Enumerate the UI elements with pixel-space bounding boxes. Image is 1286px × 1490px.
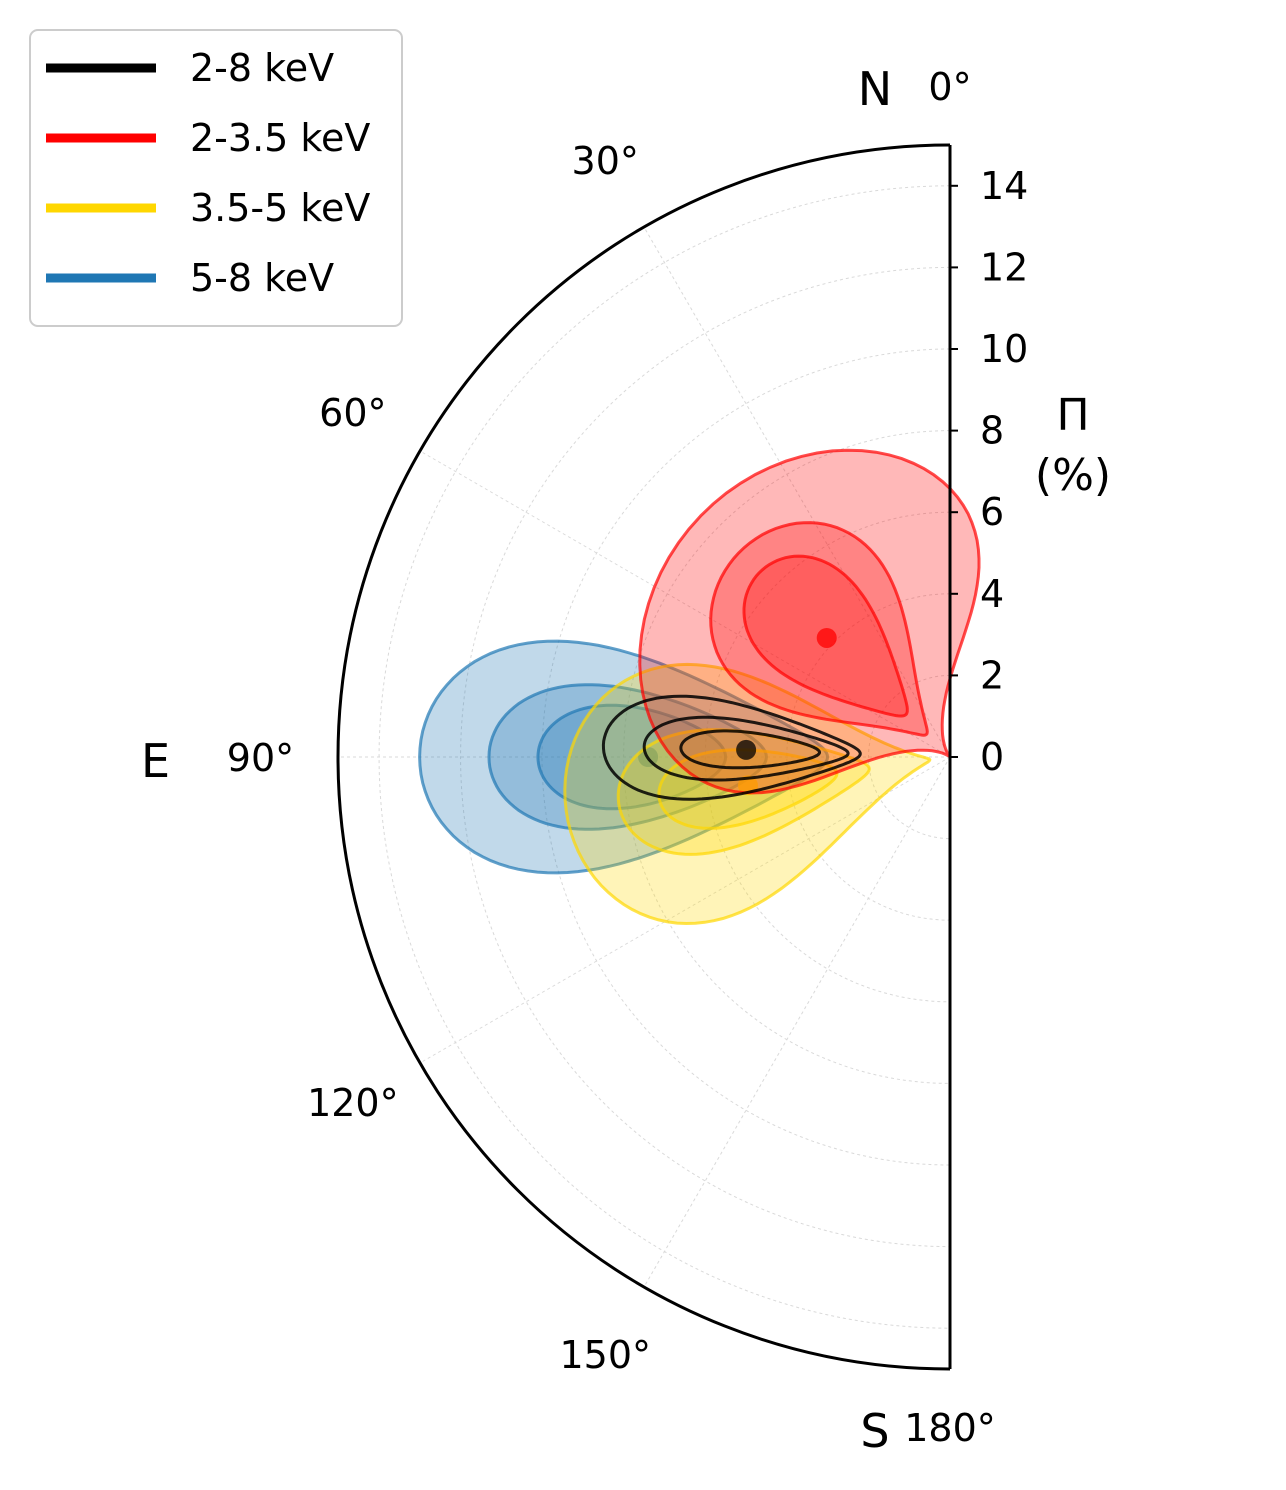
legend: 2-8 keV 2-3.5 keV 3.5-5 keV 5-8 keV bbox=[29, 29, 403, 327]
angle-tick-label: 30° bbox=[572, 139, 639, 183]
series-2-8-keV-contours bbox=[601, 694, 862, 801]
radial-gridline bbox=[704, 511, 951, 1003]
radial-tick-label: 4 bbox=[980, 572, 1004, 616]
compass-label: N bbox=[858, 62, 892, 116]
angular-gridline bbox=[643, 226, 951, 758]
angle-tick-label: 60° bbox=[319, 391, 386, 435]
compass-label: E bbox=[141, 734, 170, 788]
radial-tick-label: 8 bbox=[980, 409, 1004, 453]
radial-gridline bbox=[459, 266, 951, 1248]
angle-tick-label: 180° bbox=[904, 1406, 996, 1450]
angle-tick-label: 0° bbox=[928, 65, 971, 109]
radial-tick-label: 2 bbox=[980, 653, 1004, 697]
contour-level-1 bbox=[601, 694, 862, 801]
best-fit-point bbox=[816, 627, 837, 648]
radial-axis-label: Π bbox=[1056, 390, 1089, 441]
legend-entry: 2-8 keV bbox=[190, 46, 334, 90]
legend-entry: 3.5-5 keV bbox=[190, 186, 370, 230]
angular-gridline bbox=[643, 756, 951, 1288]
best-fit-point bbox=[736, 739, 757, 760]
radial-gridline bbox=[867, 674, 951, 840]
contour-level-1 bbox=[418, 639, 830, 875]
series-5-8-keV-contours bbox=[418, 639, 830, 875]
contour-layer bbox=[418, 448, 981, 926]
series-2-3-5-keV-contours bbox=[638, 448, 981, 795]
radial-tick-label: 6 bbox=[980, 490, 1004, 534]
angular-gridline bbox=[419, 756, 951, 1064]
radial-axis-label: (%) bbox=[1035, 450, 1111, 501]
angle-tick-label: 90° bbox=[227, 736, 294, 780]
radial-tick-label: 0 bbox=[980, 735, 1004, 779]
contour-level-3 bbox=[536, 703, 728, 811]
angle-tick-label: 150° bbox=[559, 1333, 651, 1377]
radial-tick-label: 12 bbox=[980, 245, 1028, 289]
contour-level-2 bbox=[709, 521, 929, 737]
contour-level-3 bbox=[679, 729, 822, 770]
outer-arc bbox=[336, 143, 951, 1371]
legend-entry: 2-3.5 keV bbox=[190, 116, 370, 160]
compass-label: S bbox=[860, 1404, 889, 1458]
legend-frame bbox=[29, 29, 403, 327]
tick-layer: 0 2 4 6 8 10 12 14 Π (%) 0° N 30° 60° 90° E 120° 150° 180°… bbox=[141, 62, 1111, 1458]
radial-tick-label: 10 bbox=[980, 327, 1028, 371]
legend-entry: 5-8 keV bbox=[190, 256, 334, 300]
angle-tick-label: 120° bbox=[307, 1081, 399, 1125]
radial-tick-label: 14 bbox=[980, 164, 1028, 208]
contour-level-2 bbox=[642, 715, 850, 782]
